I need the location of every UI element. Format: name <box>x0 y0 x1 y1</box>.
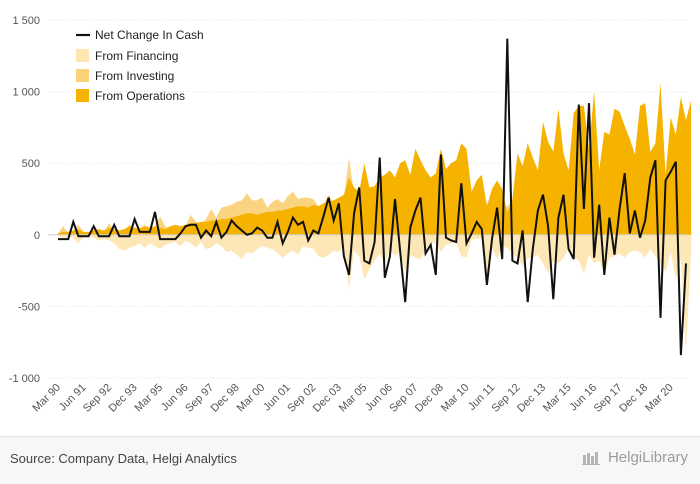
x-tick-label: Dec 98 <box>209 382 242 415</box>
y-tick-label: 1 500 <box>12 15 40 27</box>
y-tick-label: -1 000 <box>9 373 40 385</box>
x-tick-label: Mar 15 <box>541 382 574 415</box>
x-tick-label: Mar 20 <box>643 382 676 415</box>
y-tick-label: 500 <box>22 158 40 170</box>
x-tick-label: Mar 05 <box>337 382 370 415</box>
x-tick-label: Mar 00 <box>235 382 268 415</box>
legend-item-financing[interactable]: From Financing <box>76 49 178 63</box>
legend-item-net-change[interactable]: Net Change In Cash <box>76 28 204 42</box>
y-tick-label: 1 000 <box>12 87 40 99</box>
area-from-operations[interactable] <box>58 83 692 235</box>
x-tick-label: Dec 13 <box>515 382 548 415</box>
net-change-line[interactable] <box>58 38 687 356</box>
y-axis-tick-labels: -1 000 -500 0 500 1 000 1 500 <box>9 15 40 385</box>
source-note: Source: Company Data, Helgi Analytics <box>10 451 237 466</box>
library-icon <box>581 451 600 465</box>
y-tick-label: 0 <box>34 230 40 242</box>
legend-label-operations: From Operations <box>95 89 185 103</box>
legend-label-financing: From Financing <box>95 49 178 63</box>
legend: Net Change In Cash From Financing From I… <box>76 28 204 103</box>
legend-item-investing[interactable]: From Investing <box>76 69 174 83</box>
chart-footer: Source: Company Data, Helgi Analytics He… <box>0 436 700 484</box>
x-tick-label: Mar 95 <box>133 382 166 415</box>
brand-logo[interactable]: HelgiLibrary <box>581 449 688 466</box>
legend-item-operations[interactable]: From Operations <box>76 89 185 103</box>
area-series <box>58 83 692 353</box>
legend-label-investing: From Investing <box>95 69 174 83</box>
x-tick-label: Mar 90 <box>30 382 63 415</box>
y-tick-label: -500 <box>18 301 40 313</box>
area-from-financing[interactable] <box>58 234 692 353</box>
x-tick-label: Dec 93 <box>107 382 140 415</box>
brand-name: HelgiLibrary <box>607 449 688 466</box>
x-tick-label: Dec 03 <box>311 382 344 415</box>
x-tick-label: Mar 10 <box>439 382 472 415</box>
x-tick-label: Dec 18 <box>617 382 650 415</box>
net-change-line-series <box>58 38 687 356</box>
x-tick-label: Dec 08 <box>413 382 446 415</box>
legend-label-net-change: Net Change In Cash <box>95 28 204 42</box>
